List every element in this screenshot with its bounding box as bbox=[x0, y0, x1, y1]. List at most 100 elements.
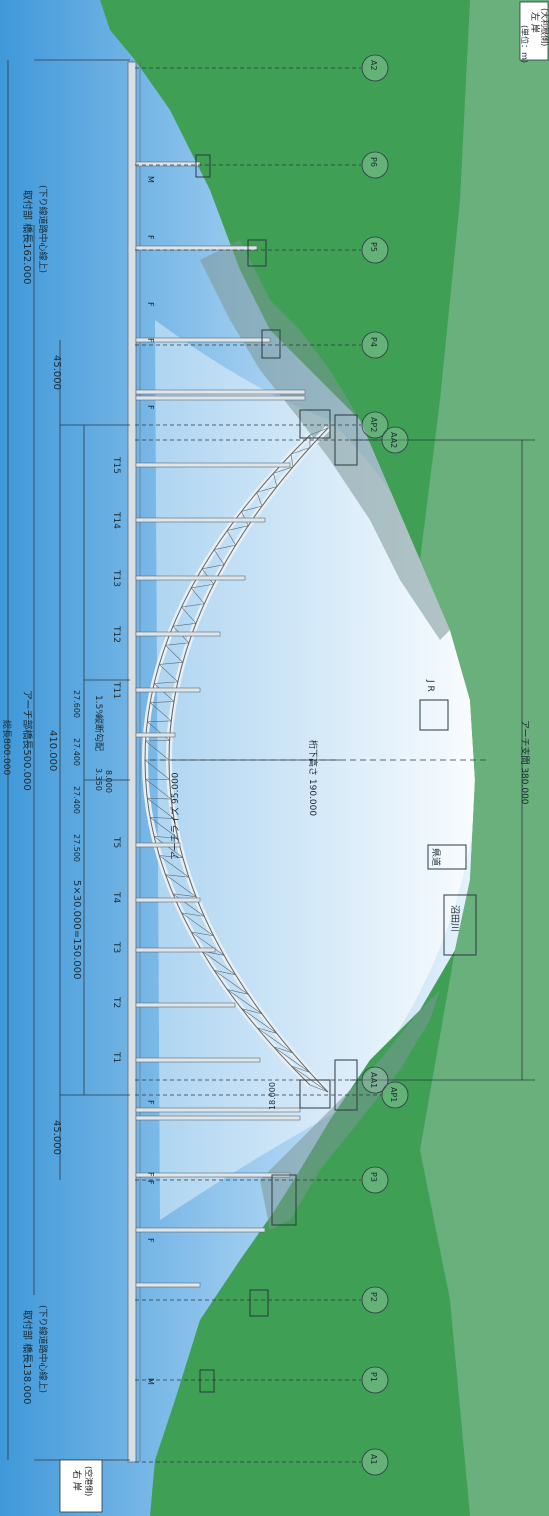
vertical-member bbox=[135, 897, 201, 903]
truss-diagonal bbox=[201, 950, 236, 976]
truss-diagonal bbox=[145, 778, 172, 800]
truss-diagonal bbox=[226, 530, 236, 546]
bearing-label: F bbox=[146, 235, 155, 240]
hanger-label: T1 bbox=[111, 1051, 121, 1063]
truss-post bbox=[214, 970, 236, 976]
pier-label: AP2 bbox=[369, 417, 378, 432]
truss-post bbox=[150, 817, 174, 819]
approach-right-label: 取付部 橋長138.000 bbox=[21, 1310, 34, 1405]
panel-val-3: 27.400 bbox=[72, 786, 81, 814]
slope-value: 1.5% bbox=[93, 695, 103, 718]
truss-diagonal bbox=[213, 549, 225, 565]
truss-diagonal bbox=[159, 664, 179, 683]
pier-circle bbox=[361, 151, 389, 179]
bearing-label: F bbox=[146, 338, 155, 343]
vertical-member bbox=[135, 1002, 236, 1008]
truss-post bbox=[309, 1084, 329, 1093]
vertical-member bbox=[135, 161, 201, 167]
truss-diagonal bbox=[145, 740, 170, 761]
vertical-member bbox=[135, 1115, 301, 1121]
truss-diagonal bbox=[241, 1008, 278, 1034]
left-bank-box bbox=[519, 1, 549, 61]
truss-post bbox=[181, 912, 205, 917]
hanger-label: T2 bbox=[111, 996, 121, 1008]
truss-post bbox=[150, 701, 174, 703]
vertical-member bbox=[135, 732, 176, 738]
pier-circle bbox=[361, 1366, 389, 1394]
arch-truss-bracing bbox=[144, 427, 329, 1093]
truss-post bbox=[214, 544, 236, 550]
hanger-label: T12 bbox=[111, 625, 121, 643]
truss-post bbox=[241, 1008, 263, 1015]
truss-diagonal bbox=[227, 989, 263, 1015]
truss-diagonal bbox=[256, 1027, 293, 1054]
pier-leader-lines bbox=[135, 67, 381, 1463]
truss-diagonal bbox=[144, 759, 170, 780]
truss-diagonal bbox=[213, 970, 249, 995]
pier-circle bbox=[361, 1066, 389, 1094]
crown-b-label: 8.000 bbox=[104, 770, 113, 793]
truss-diagonal bbox=[191, 587, 205, 604]
vertical-member bbox=[135, 1057, 261, 1063]
pier-label: A2 bbox=[369, 60, 378, 71]
pier-label: P4 bbox=[369, 337, 378, 347]
vertical-member bbox=[135, 395, 306, 401]
truss-post bbox=[165, 642, 189, 646]
vertical-member bbox=[135, 517, 266, 523]
arch-inner-line bbox=[168, 427, 329, 1093]
bearing-label: F bbox=[146, 1100, 155, 1105]
hanger-label: T11 bbox=[111, 681, 121, 699]
total-length: 総長800.000 bbox=[1, 720, 13, 775]
bearing-label: F bbox=[146, 1238, 155, 1243]
vertical-members bbox=[135, 161, 306, 1288]
truss-post bbox=[147, 797, 172, 800]
pier-circle bbox=[361, 331, 389, 359]
vertical-member bbox=[135, 947, 216, 953]
hanger-label: T15 bbox=[111, 456, 121, 474]
truss-diagonal bbox=[165, 645, 183, 663]
left-bank-label: 左 岸 bbox=[529, 12, 541, 33]
rise-label: アーチライズ 95.000 bbox=[169, 772, 181, 860]
truss-diagonal bbox=[172, 893, 205, 917]
truss-diagonal bbox=[191, 931, 225, 956]
truss-diagonal bbox=[147, 721, 170, 741]
truss-diagonal bbox=[149, 817, 178, 839]
truss-post bbox=[191, 583, 214, 589]
truss-diagonal bbox=[181, 606, 197, 624]
river-label: 沼田川 bbox=[449, 905, 460, 932]
vertical-member bbox=[135, 575, 246, 581]
unit-label: (単位：m) bbox=[520, 25, 530, 63]
truss-post bbox=[154, 681, 178, 684]
truss-post bbox=[154, 836, 178, 839]
pier-circle bbox=[361, 1166, 389, 1194]
panel-val-4: 27.500 bbox=[72, 834, 81, 862]
vertical-member bbox=[135, 389, 306, 395]
truss-diagonal bbox=[290, 454, 294, 468]
truss-diagonal bbox=[165, 874, 197, 897]
vertical-member bbox=[135, 1107, 301, 1113]
bearing-label: M bbox=[146, 176, 155, 183]
bearing-label: F bbox=[146, 1180, 155, 1185]
approach-left-sub: (下り線道路中心線上) bbox=[37, 185, 49, 273]
pier-labels: A2 P6 P5 P4 AP2 AA2 AA1 AP1 P3 P2 P1 A1 bbox=[361, 54, 409, 1476]
pier-label: AA2 bbox=[389, 432, 398, 448]
pier-label: P5 bbox=[369, 242, 378, 252]
slope-label: 縦断勾配 bbox=[93, 715, 105, 751]
pier-circle bbox=[361, 54, 389, 82]
span-45-top-label: 45.000 bbox=[51, 355, 62, 390]
valley-structures bbox=[419, 699, 477, 956]
truss-post bbox=[291, 447, 310, 455]
pier-label: AA1 bbox=[369, 1072, 378, 1088]
pier-label: P3 bbox=[369, 1172, 378, 1182]
truss-post bbox=[256, 486, 277, 493]
truss-post bbox=[165, 874, 189, 878]
truss-diagonal bbox=[159, 855, 189, 878]
truss-post bbox=[256, 1027, 277, 1034]
truss-diagonal bbox=[290, 1065, 329, 1093]
road-label: 県道 bbox=[430, 848, 442, 866]
arch-depth-label: 18.000 bbox=[268, 1082, 277, 1110]
truss-post bbox=[202, 564, 225, 570]
ground-terrain-far bbox=[420, 0, 549, 1516]
